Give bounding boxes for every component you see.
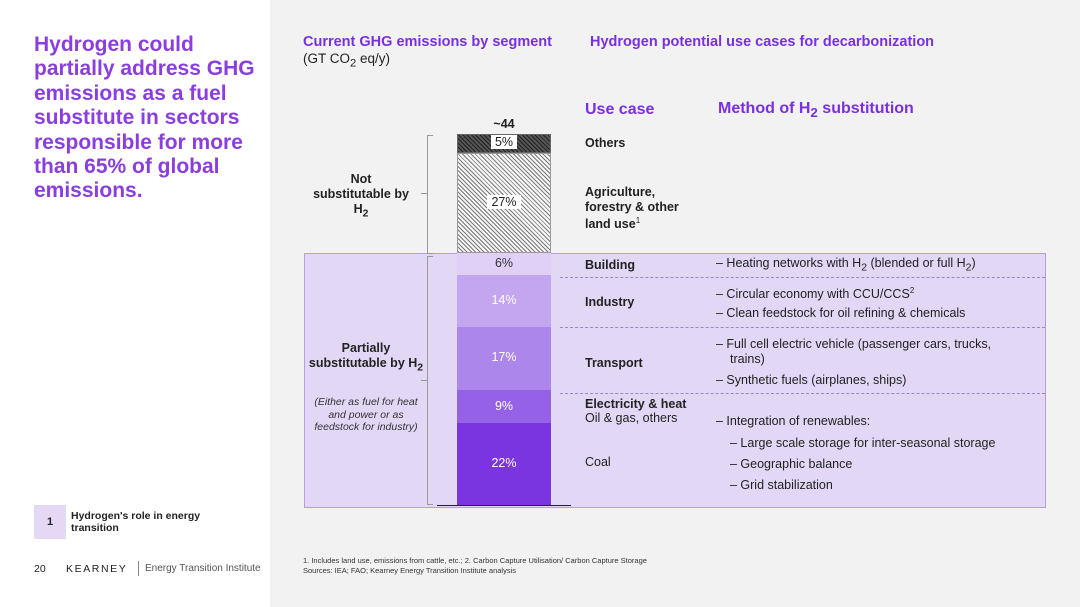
footnote-1: 1. Includes land use, emissions from cat… <box>303 556 647 565</box>
method-electricity-renewables: – Integration of renewables: <box>716 414 871 428</box>
use-case-industry: Industry <box>585 295 635 309</box>
separator-industry <box>560 327 1045 328</box>
method-electricity-storage: – Large scale storage for inter-seasonal… <box>730 436 996 450</box>
method-electricity-grid: – Grid stabilization <box>730 478 833 492</box>
left-panel: Hydrogen could partially address GHG emi… <box>0 0 270 607</box>
partially-substitutable-note: (Either as fuel for heat and power or as… <box>314 396 418 433</box>
method-building: – Heating networks with H2 (blended or f… <box>716 256 976 274</box>
bar-segment-oil-gas <box>457 389 551 424</box>
use-case-coal: Coal <box>585 455 611 469</box>
method-industry-circular: – Circular economy with CCU/CCS2 <box>716 286 915 302</box>
bar-label-agriculture: 27% <box>457 194 551 209</box>
separator-transport <box>560 393 1045 394</box>
page-number: 20 <box>34 563 46 575</box>
separator-building <box>560 277 1045 278</box>
institute-name: Energy Transition Institute <box>145 563 261 574</box>
use-case-column-header: Use case <box>585 101 655 118</box>
not-substitutable-label: Not substitutable by H2 <box>313 172 409 220</box>
not-substitutable-bracket-tick <box>421 193 428 194</box>
bar-segment-transport <box>457 326 551 390</box>
brand-logo: KEARNEY <box>66 563 128 575</box>
method-transport-fcev: – Full cell electric vehicle (passenger … <box>716 337 992 366</box>
bar-label-industry: 14% <box>491 292 517 307</box>
section-label: Hydrogen's role in energy transition <box>71 510 201 534</box>
footnote-sources: Sources: IEA; FAO; Kearney Energy Transi… <box>303 565 517 575</box>
use-cases-title: Hydrogen potential use cases for decarbo… <box>590 34 935 50</box>
use-case-electricity-heat: Electricity & heat <box>585 397 687 411</box>
chart-unit: (GT CO2 eq/y) <box>303 51 391 70</box>
bar-label-building: 6% <box>494 255 514 270</box>
method-column-header: Method of H2 substitution <box>718 100 914 121</box>
partial-substitution-region <box>304 253 1046 508</box>
use-case-oil-gas: Oil & gas, others <box>585 411 678 425</box>
use-case-transport: Transport <box>585 356 643 370</box>
method-transport-synthetic: – Synthetic fuels (airplanes, ships) <box>716 373 907 387</box>
bar-segment-building <box>457 252 551 275</box>
bar-label-others: 5% <box>457 135 551 150</box>
method-industry-feedstock: – Clean feedstock for oil refining & che… <box>716 306 966 320</box>
bar-baseline <box>437 505 571 506</box>
not-substitutable-bracket <box>427 135 433 254</box>
partially-substitutable-label: Partially substitutable by H2 <box>308 341 424 374</box>
bar-segment-coal <box>457 423 551 505</box>
section-number-badge: 1 <box>34 505 66 539</box>
use-case-others: Others <box>585 136 626 150</box>
brand-divider <box>138 561 139 576</box>
total-label: ~44 <box>493 117 515 131</box>
bar-label-oil-gas: 9% <box>494 398 514 413</box>
use-case-agriculture: Agriculture, forestry & other land use1 <box>585 185 679 232</box>
bar-label-transport: 17% <box>491 350 517 365</box>
method-electricity-geographic: – Geographic balance <box>730 457 853 471</box>
footnotes: 1. Includes land use, emissions from cat… <box>303 556 647 575</box>
page-headline: Hydrogen could partially address GHG emi… <box>34 33 255 203</box>
chart-title: Current GHG emissions by segment <box>303 34 552 50</box>
partial-bracket-tick <box>421 380 428 381</box>
use-case-building: Building <box>585 258 635 272</box>
bar-label-coal: 22% <box>491 456 517 471</box>
bar-segment-industry <box>457 274 551 327</box>
